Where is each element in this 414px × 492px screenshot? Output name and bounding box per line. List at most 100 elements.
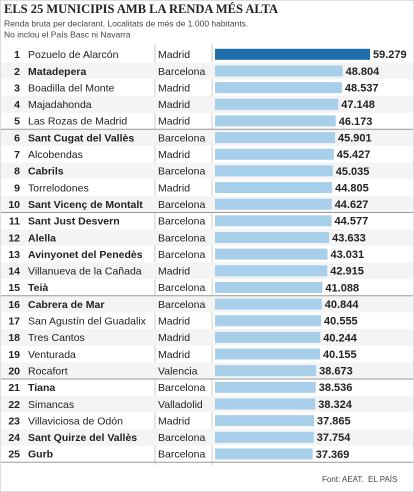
municipality: Sant Quirze del Vallès [28, 432, 137, 444]
municipality: Tiana [28, 382, 55, 394]
value-label: 44.627 [335, 199, 369, 211]
value-label: 59.279 [373, 49, 407, 61]
rank: 5 [14, 116, 20, 128]
rank: 16 [8, 299, 20, 311]
rank: 13 [8, 249, 20, 261]
rank: 4 [14, 99, 20, 111]
credit: EL PAÍS [368, 475, 397, 484]
bar [215, 48, 370, 60]
bar [215, 381, 316, 393]
bar [215, 165, 333, 177]
province: Madrid [158, 149, 190, 161]
rank: 8 [14, 166, 20, 178]
value-label: 37.754 [317, 432, 352, 444]
province: Barcelona [158, 432, 205, 444]
province: Barcelona [158, 199, 205, 211]
municipality: Rocafort [28, 365, 68, 377]
province: Madrid [158, 99, 190, 111]
province: Barcelona [158, 299, 205, 311]
value-label: 40.244 [323, 332, 358, 344]
bar [215, 398, 316, 410]
value-label: 44.805 [335, 182, 369, 194]
province: Barcelona [158, 216, 205, 228]
bar [215, 198, 332, 210]
municipality: Boadilla del Monte [28, 82, 115, 94]
province: Madrid [158, 332, 190, 344]
province: Valladolid [158, 399, 203, 411]
rank: 1 [14, 49, 20, 61]
bar [215, 265, 328, 277]
province: Barcelona [158, 232, 205, 244]
bar [215, 415, 315, 427]
municipality: Alcobendas [28, 149, 83, 161]
value-label: 40.844 [325, 299, 360, 311]
bar [215, 431, 314, 443]
rank: 12 [8, 232, 20, 244]
value-label: 46.173 [339, 116, 373, 128]
value-label: 41.088 [325, 282, 359, 294]
bar [215, 65, 343, 77]
municipality: Cabrils [28, 166, 64, 178]
value-label: 48.804 [346, 66, 381, 78]
bar [215, 215, 332, 227]
rank: 23 [8, 415, 20, 427]
rank: 21 [8, 382, 20, 394]
bar [215, 182, 333, 194]
value-label: 40.555 [324, 316, 358, 328]
bar [215, 98, 339, 110]
province: Barcelona [158, 282, 205, 294]
province: Barcelona [158, 66, 205, 78]
province: Barcelona [158, 449, 205, 461]
bar [215, 82, 342, 94]
municipality: Matadepera [28, 66, 87, 78]
value-label: 43.633 [332, 232, 366, 244]
value-label: 43.031 [331, 249, 365, 261]
chart-title: ELS 25 MUNICIPIS AMB LA RENDA MÉS ALTA [4, 2, 278, 16]
bar [215, 115, 336, 127]
municipality: Sant Just Desvern [28, 216, 120, 228]
municipality: Venturada [28, 349, 76, 361]
rank: 7 [14, 149, 20, 161]
municipality: Sant Vicenç de Montalt [28, 199, 143, 211]
subtitle: No inclou el País Basc ni Navarra [4, 29, 131, 39]
value-label: 45.035 [336, 166, 370, 178]
value-label: 38.536 [319, 382, 353, 394]
rank: 11 [9, 216, 20, 228]
bar [215, 298, 322, 310]
municipality: Villaviciosa de Odón [28, 415, 123, 427]
subtitle: Renda bruta per declarant. Localitats de… [4, 18, 248, 28]
rank: 22 [8, 399, 20, 411]
rank: 19 [8, 349, 20, 361]
bar [215, 315, 322, 327]
municipality: Sant Cugat del Vallès [28, 132, 134, 144]
province: Madrid [158, 266, 190, 278]
value-label: 38.324 [318, 399, 353, 411]
bar [215, 348, 320, 360]
bar [215, 281, 323, 293]
bar [215, 365, 317, 377]
province: Madrid [158, 116, 190, 128]
value-label: 45.427 [337, 149, 371, 161]
bar [215, 231, 330, 243]
province: Madrid [158, 182, 190, 194]
bar [215, 448, 313, 460]
province: Madrid [158, 82, 190, 94]
rank: 10 [8, 199, 20, 211]
province: Madrid [158, 349, 190, 361]
municipality: Avinyonet del Penedès [28, 249, 143, 261]
rank: 20 [8, 365, 20, 377]
province: Valencia [158, 365, 198, 377]
municipality: Villanueva de la Cañada [28, 266, 142, 278]
province: Barcelona [158, 132, 205, 144]
value-label: 45.901 [338, 132, 372, 144]
municipality: Simancas [28, 399, 74, 411]
municipality: Majadahonda [28, 99, 92, 111]
rank: 14 [8, 266, 20, 278]
value-label: 38.673 [319, 366, 353, 378]
bar [215, 148, 334, 160]
province: Madrid [158, 415, 190, 427]
value-label: 37.865 [317, 416, 351, 428]
municipality: San Agustín del Guadalix [28, 316, 147, 328]
rank: 15 [8, 282, 20, 294]
